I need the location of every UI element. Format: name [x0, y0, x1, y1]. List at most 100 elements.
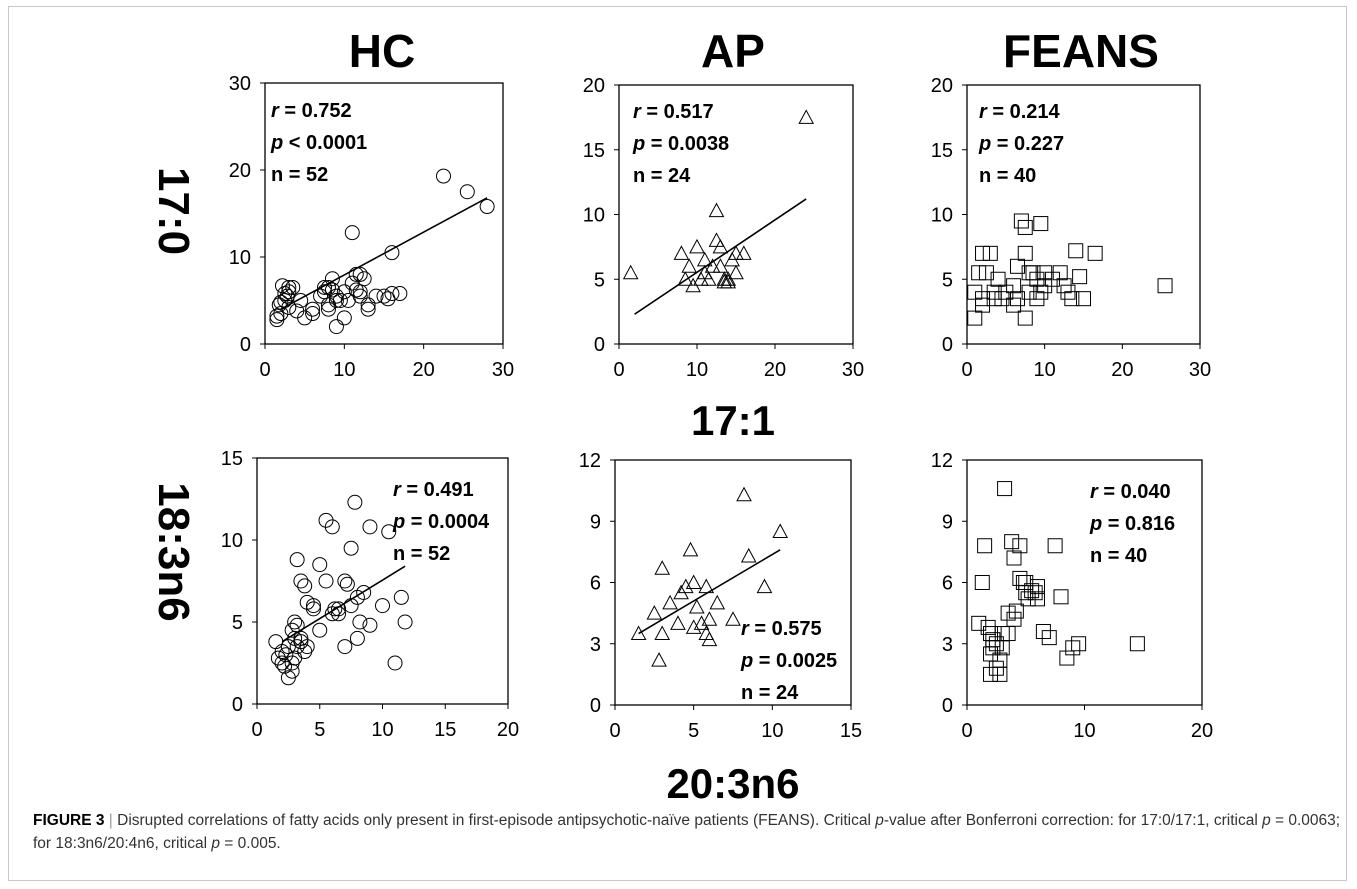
data-point: [380, 291, 396, 307]
x-tick-label: 0: [259, 359, 270, 381]
data-point: [287, 614, 303, 630]
data-point: [1029, 271, 1045, 287]
stat-p: p < 0.0001: [270, 132, 367, 154]
data-point: [1029, 291, 1045, 307]
data-point: [1033, 216, 1049, 232]
stat-r: r = 0.517: [633, 101, 714, 123]
data-point: [997, 481, 1013, 497]
stat-r: r = 0.752: [271, 100, 352, 122]
caption-label: FIGURE 3: [33, 812, 105, 829]
figure-frame: HC AP FEANS 17:0 18:3n6 17:1 20:3n6 0 10 2…: [8, 6, 1347, 881]
data-point: [337, 639, 353, 655]
data-point: [1033, 284, 1049, 300]
x-tick-label: 30: [492, 359, 514, 381]
stat-n: n = 40: [979, 165, 1036, 187]
data-point: [736, 486, 752, 502]
data-point: [630, 625, 647, 641]
data-point: [740, 547, 757, 563]
data-point: [673, 245, 690, 260]
x-tick-label: 20: [1191, 720, 1213, 742]
data-point: [1047, 538, 1063, 554]
x-tick-label: 20: [764, 359, 786, 381]
data-point: [712, 258, 729, 273]
data-point: [682, 541, 699, 557]
y-tick-label: 10: [931, 205, 953, 227]
data-point: [320, 279, 336, 295]
data-point: [1021, 284, 1037, 300]
data-point: [393, 589, 409, 605]
caption-text-1: Disrupted correlations of fatty acids on…: [112, 812, 876, 829]
data-point: [336, 284, 352, 300]
data-point: [1006, 278, 1022, 294]
stat-n: n = 24: [741, 682, 799, 704]
data-point: [1072, 269, 1088, 285]
data-point: [670, 615, 686, 630]
data-point: [339, 576, 355, 592]
data-point: [693, 615, 710, 630]
data-point: [297, 644, 313, 660]
data-point: [320, 301, 336, 317]
stat-r: r = 0.214: [979, 101, 1061, 123]
data-point: [277, 658, 293, 674]
data-point: [297, 578, 313, 594]
data-point: [284, 663, 300, 679]
y-tick-label: 12: [579, 450, 601, 472]
scatter-panel-4: 0 5 10 15 20 0 5 10 15 r = 0.491 p = 0.0004 n = 52: [221, 448, 519, 741]
data-point: [384, 245, 400, 261]
data-point: [988, 660, 1004, 676]
y-tick-label: 10: [583, 205, 605, 227]
regression-line: [634, 198, 807, 315]
x-tick-label: 0: [961, 359, 972, 381]
data-point: [992, 666, 1008, 682]
caption-p-symbol: p: [1262, 812, 1271, 829]
data-point: [459, 184, 475, 200]
data-point: [982, 245, 998, 261]
column-header-ap: AP: [701, 25, 765, 77]
data-point: [1012, 538, 1028, 554]
stat-n: n = 40: [1090, 545, 1147, 567]
data-point: [1013, 213, 1029, 229]
data-point: [1060, 284, 1076, 300]
data-point: [988, 636, 1004, 652]
y-tick-label: 9: [590, 511, 601, 533]
data-point: [344, 225, 360, 241]
data-point: [352, 614, 368, 630]
data-point: [1017, 245, 1033, 261]
data-point: [662, 594, 678, 610]
x-tick-label: 0: [251, 719, 262, 741]
data-point: [990, 271, 1006, 287]
data-point: [273, 294, 289, 310]
data-point: [360, 297, 376, 313]
stat-r: r = 0.040: [1090, 481, 1171, 503]
data-point: [1087, 245, 1103, 261]
y-tick-label: 6: [590, 573, 601, 595]
data-point: [312, 622, 328, 638]
y-tick-label: 15: [583, 140, 605, 162]
x-tick-label: 0: [961, 720, 972, 742]
data-point: [720, 271, 737, 286]
data-point: [328, 319, 344, 335]
data-point: [284, 655, 300, 671]
stat-p: p = 0.0038: [632, 133, 729, 155]
data-point: [1000, 605, 1016, 621]
x-tick-label: 10: [1073, 720, 1095, 742]
y-tick-label: 3: [942, 634, 953, 656]
data-point: [281, 299, 297, 315]
data-point: [1071, 636, 1087, 652]
data-point: [360, 301, 376, 317]
data-point: [1004, 534, 1020, 550]
data-point: [688, 598, 705, 614]
figure-canvas: HC AP FEANS 17:0 18:3n6 17:1 20:3n6 0 10 2…: [149, 25, 1213, 807]
data-point: [986, 284, 1002, 300]
y-tick-label: 0: [942, 334, 953, 356]
data-point: [318, 573, 334, 589]
data-point: [1065, 640, 1081, 656]
y-tick-label: 0: [590, 695, 601, 717]
data-point: [368, 288, 384, 304]
data-point: [701, 611, 718, 626]
data-point: [1059, 650, 1075, 666]
data-point: [479, 199, 495, 215]
stat-p: p = 0.0004: [392, 511, 490, 533]
data-point: [735, 245, 752, 260]
data-point: [728, 245, 744, 260]
